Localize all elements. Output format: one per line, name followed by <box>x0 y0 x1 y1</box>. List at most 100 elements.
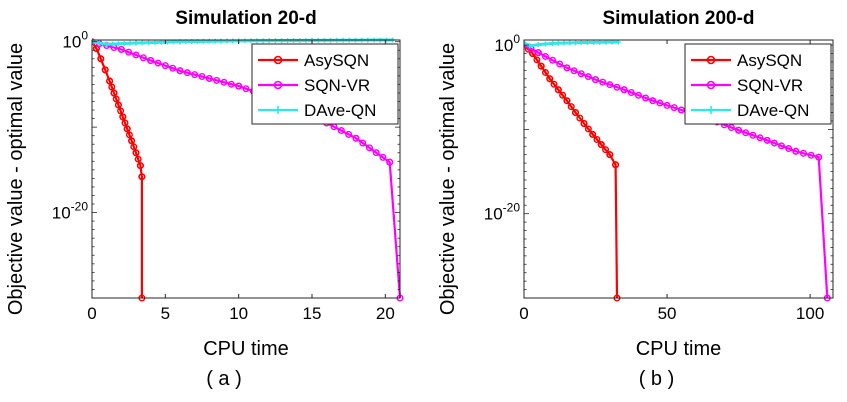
legend: AsySQN SQN-VR DAve-QN <box>251 43 399 125</box>
axes-box <box>523 39 834 299</box>
data-point <box>291 38 297 44</box>
y-tick-exponent: 0 <box>81 29 88 43</box>
data-point <box>133 40 139 46</box>
x-axis-label: CPU time <box>203 338 289 360</box>
data-point <box>634 91 642 99</box>
data-point <box>112 95 120 103</box>
data-point <box>807 151 815 159</box>
chart-title: Simulation 200-d <box>602 8 754 29</box>
data-point <box>799 149 807 157</box>
data-point <box>134 155 142 163</box>
data-point <box>117 45 125 53</box>
data-point <box>139 40 145 46</box>
data-point <box>602 146 610 154</box>
data-point <box>154 59 162 67</box>
data-point <box>147 57 155 65</box>
data-point <box>379 153 387 161</box>
data-point <box>642 94 650 102</box>
data-point <box>96 40 102 46</box>
data-point <box>541 52 549 60</box>
data-point <box>550 40 556 46</box>
data-point <box>115 41 121 47</box>
data-point <box>593 135 601 143</box>
data-point <box>372 149 380 157</box>
data-point <box>117 107 125 115</box>
data-point <box>104 41 110 47</box>
x-tick-label: 50 <box>658 304 677 323</box>
chart-title: Simulation 20-d <box>175 8 316 29</box>
legend-entry-asysqn: AsySQN <box>691 51 802 70</box>
y-tick-exponent: -20 <box>71 200 89 214</box>
data-point <box>146 40 152 46</box>
data-point <box>278 38 284 44</box>
data-point <box>235 82 243 90</box>
figure-caption: ( a ) <box>206 368 242 390</box>
legend-label: SQN-VR <box>304 76 370 95</box>
data-point <box>359 139 367 147</box>
data-point <box>101 66 109 74</box>
data-point <box>656 99 664 107</box>
data-point <box>218 38 224 44</box>
data-point <box>260 38 266 44</box>
data-point <box>599 78 607 86</box>
data-point <box>152 39 158 45</box>
legend-marker <box>707 106 715 114</box>
data-point <box>663 101 671 109</box>
data-point <box>242 85 250 93</box>
legend-label: AsySQN <box>304 51 369 70</box>
data-point <box>106 77 114 85</box>
x-tick-label: 0 <box>87 304 96 323</box>
data-point <box>365 144 373 152</box>
data-point <box>537 62 545 70</box>
data-point <box>742 129 750 137</box>
legend-entry-sqn-vr: SQN-VR <box>258 76 370 95</box>
data-point <box>138 173 146 181</box>
legend-label: DAve-QN <box>737 101 809 120</box>
x-tick-label: 0 <box>519 304 528 323</box>
data-point <box>121 41 127 47</box>
x-tick-label: 15 <box>303 304 322 323</box>
data-point <box>198 73 206 81</box>
series-asysqn <box>92 38 146 302</box>
legend-entry-dave-qn: DAve-QN <box>258 101 376 120</box>
x-axis-label: CPU time <box>636 338 722 360</box>
axes-box <box>91 39 401 299</box>
legend-marker <box>273 55 283 65</box>
data-point <box>158 39 164 45</box>
data-point <box>132 149 140 157</box>
data-point <box>563 97 571 105</box>
data-point <box>778 142 786 150</box>
data-point <box>550 80 558 88</box>
data-point <box>345 130 353 138</box>
legend-marker <box>706 55 716 65</box>
data-point <box>749 131 757 139</box>
legend-marker <box>273 80 283 90</box>
series-line-asysqn <box>524 44 619 299</box>
data-point <box>161 62 169 70</box>
data-point <box>756 134 764 142</box>
data-point <box>534 49 542 57</box>
data-point <box>125 131 133 139</box>
data-point <box>254 38 260 44</box>
series-sqn-vr <box>524 41 831 302</box>
legend-label: DAve-QN <box>304 101 376 120</box>
data-point <box>97 55 105 63</box>
data-point <box>549 56 557 64</box>
data-point <box>176 67 184 75</box>
data-point <box>132 51 140 59</box>
data-point <box>570 67 578 75</box>
data-point <box>248 38 254 44</box>
data-point <box>735 126 743 134</box>
data-point <box>191 71 199 79</box>
y-tick-exponent: -20 <box>503 201 521 215</box>
data-point <box>792 147 800 155</box>
data-point <box>230 38 236 44</box>
data-point <box>213 76 221 84</box>
y-tick-exponent: 0 <box>513 32 520 46</box>
data-point <box>205 74 213 82</box>
data-point <box>589 130 597 138</box>
data-point <box>613 83 621 91</box>
y-tick-label: 100 <box>62 29 88 52</box>
